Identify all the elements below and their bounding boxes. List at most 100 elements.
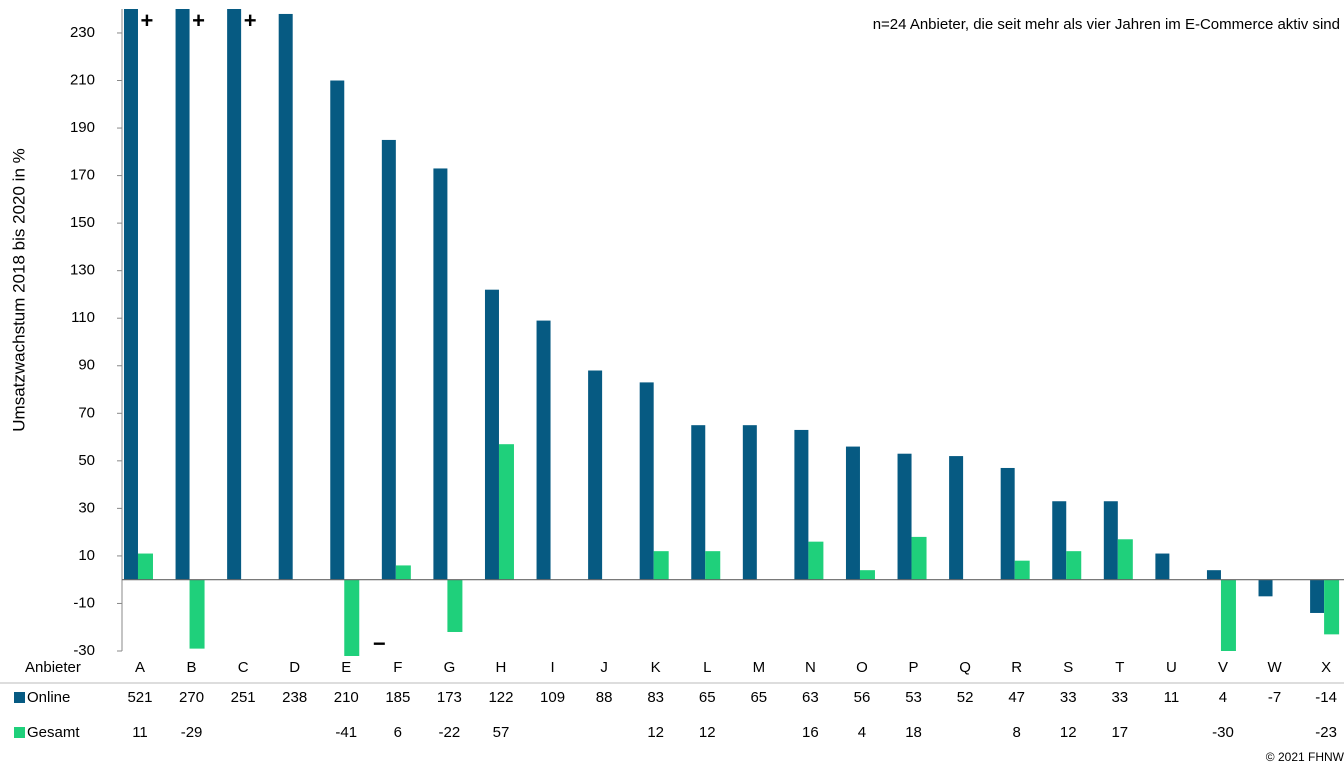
table-cell: 238	[282, 689, 307, 706]
bar	[1014, 560, 1030, 580]
table-cell: 56	[854, 689, 871, 706]
legend-label: Online	[27, 689, 70, 706]
bar	[1258, 579, 1273, 597]
bar	[1000, 467, 1015, 580]
y-tick-label: 90	[78, 357, 95, 374]
table-cell: 65	[699, 689, 716, 706]
x-tick-label: R	[1011, 659, 1022, 676]
x-tick-label: O	[856, 659, 868, 676]
bar	[433, 168, 448, 580]
table-cell: -7	[1268, 689, 1281, 706]
table-cell: 52	[957, 689, 974, 706]
x-tick-label: C	[238, 659, 249, 676]
x-tick-label: J	[600, 659, 608, 676]
table-cell: 11	[1164, 689, 1180, 706]
legend-label: Gesamt	[27, 724, 80, 741]
bar	[742, 425, 757, 580]
bar	[175, 9, 190, 580]
plot-area	[123, 9, 1340, 656]
x-tick-label: G	[444, 659, 456, 676]
bar	[691, 425, 706, 580]
x-tick-label: M	[753, 659, 766, 676]
table-cell: -30	[1212, 724, 1234, 741]
bar	[1310, 579, 1325, 613]
y-tick-label: 70	[78, 404, 95, 421]
bar	[705, 551, 721, 580]
y-tick-label: -10	[73, 594, 95, 611]
table-cell: -23	[1315, 724, 1337, 741]
bar	[1052, 501, 1067, 580]
bar	[1220, 579, 1236, 651]
table-cell: 521	[127, 689, 152, 706]
table-cell: 210	[334, 689, 359, 706]
bar	[137, 553, 153, 580]
table-cell: 88	[596, 689, 613, 706]
table-cell: 122	[488, 689, 513, 706]
note: n=24 Anbieter, die seit mehr als vier Ja…	[873, 16, 1340, 33]
x-tick-label: P	[909, 659, 919, 676]
table-cell: 12	[647, 724, 664, 741]
bar	[1066, 551, 1082, 580]
bar	[498, 444, 514, 580]
bar	[536, 320, 551, 580]
bar	[897, 453, 912, 580]
bar	[588, 370, 603, 580]
y-tick-label: 30	[78, 499, 95, 516]
table-cell: -22	[439, 724, 461, 741]
table-cell: 63	[802, 689, 819, 706]
bar	[344, 579, 360, 656]
bar	[227, 9, 242, 580]
bar	[381, 139, 396, 580]
y-tick-label: 190	[70, 119, 95, 136]
y-tick-label: 50	[78, 452, 95, 469]
x-tick-label: A	[135, 659, 145, 676]
table-cell: 53	[905, 689, 922, 706]
bar	[330, 80, 345, 580]
y-tick-label: 10	[78, 547, 95, 564]
bar	[278, 13, 293, 580]
x-tick-label: V	[1218, 659, 1228, 676]
y-tick-label: 170	[70, 167, 95, 184]
bar	[808, 541, 824, 580]
x-tick-label: E	[341, 659, 351, 676]
bar	[484, 289, 499, 580]
y-tick-label: 130	[70, 262, 95, 279]
y-tick-label: -30	[73, 642, 95, 659]
table-cell: 47	[1008, 689, 1025, 706]
table-cell: 4	[1219, 689, 1227, 706]
y-tick-label: 110	[71, 309, 95, 326]
annotation: +	[244, 8, 257, 33]
bar	[1103, 501, 1118, 580]
y-axis-label: Umsatzwachstum 2018 bis 2020 in %	[9, 148, 28, 431]
legend-swatch	[14, 692, 25, 703]
bar	[911, 536, 927, 580]
table-cell: 251	[231, 689, 256, 706]
table-cell: 173	[437, 689, 462, 706]
y-tick-label: 210	[70, 71, 95, 88]
table-cell: 33	[1060, 689, 1077, 706]
table-cell: 18	[905, 724, 922, 741]
table-cell: 65	[750, 689, 767, 706]
x-tick-label: B	[187, 659, 197, 676]
x-tick-label: F	[393, 659, 402, 676]
table-cell: 12	[699, 724, 716, 741]
table-cell: -41	[335, 724, 357, 741]
bar	[949, 456, 964, 580]
table-cell: 185	[385, 689, 410, 706]
x-tick-label: T	[1115, 659, 1124, 676]
x-tick-label: S	[1063, 659, 1073, 676]
table-cell: 16	[802, 724, 819, 741]
annotation: −	[373, 631, 386, 656]
y-tick-label: 230	[70, 24, 95, 41]
bar	[395, 565, 411, 580]
table-cell: 6	[394, 724, 402, 741]
table-cell: 270	[179, 689, 204, 706]
table-cell: -29	[181, 724, 203, 741]
x-tick-label: I	[550, 659, 554, 676]
table-cell: 33	[1111, 689, 1128, 706]
table-cell: 8	[1013, 724, 1021, 741]
table-cell: -14	[1315, 689, 1337, 706]
bar	[859, 570, 875, 580]
bar	[794, 429, 809, 580]
